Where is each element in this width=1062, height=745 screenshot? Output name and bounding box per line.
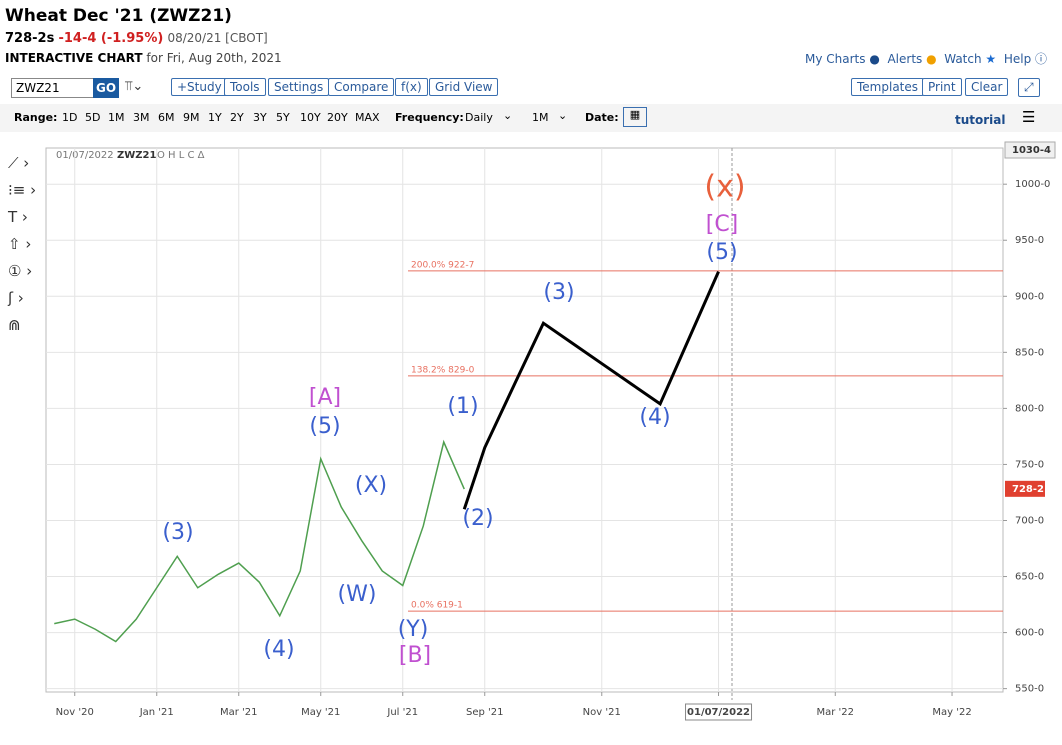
last-price-label: 728-2 bbox=[1012, 484, 1044, 495]
y-tick-label: 1000-0 bbox=[1015, 179, 1050, 190]
wave-label: (Y) bbox=[398, 617, 429, 642]
toolbar-button[interactable]: Tools bbox=[224, 78, 266, 96]
range-option[interactable]: 10Y bbox=[300, 111, 321, 124]
toolbar-button[interactable]: Settings bbox=[268, 78, 330, 96]
last-price: 728-2s bbox=[5, 31, 55, 46]
fib-label: 200.0% 922-7 bbox=[411, 260, 474, 270]
range-option[interactable]: 9M bbox=[183, 111, 200, 124]
toolbar-button[interactable]: Templates bbox=[851, 78, 925, 96]
y-tick-label: 800-0 bbox=[1015, 403, 1044, 414]
legend-date: 01/07/2022 bbox=[56, 150, 114, 161]
wave-label: (x) bbox=[704, 170, 745, 205]
wave-label: (4) bbox=[639, 405, 670, 430]
last-price-marker bbox=[1005, 480, 1045, 497]
x-tick-label: Sep '21 bbox=[466, 707, 504, 718]
y-tick-label: 850-0 bbox=[1015, 347, 1044, 358]
go-button[interactable]: GO bbox=[93, 78, 119, 98]
toolbar-button[interactable]: Clear bbox=[965, 78, 1009, 96]
wave-label: (3) bbox=[543, 280, 574, 305]
x-tick-label: Jul '21 bbox=[386, 707, 418, 718]
range-option[interactable]: 3Y bbox=[253, 111, 267, 124]
range-bar bbox=[0, 104, 1062, 132]
y-tick-label: 950-0 bbox=[1015, 235, 1044, 246]
x-tick-label: 01/07/2022 bbox=[687, 707, 750, 718]
toolbar-button[interactable]: f(x) bbox=[395, 78, 428, 96]
link[interactable]: Watch bbox=[944, 52, 982, 66]
wave-label: (1) bbox=[447, 394, 478, 419]
y-tick-label: 750-0 bbox=[1015, 459, 1044, 470]
legend-symbol: ZWZ21 bbox=[117, 150, 156, 161]
projection-line bbox=[462, 271, 720, 510]
legend-fields: O H L C Δ bbox=[157, 150, 205, 161]
change: -14-4 (-1.95%) bbox=[58, 31, 164, 46]
bar-type-icon[interactable]: ⫪⌄ bbox=[125, 79, 144, 94]
tutorial[interactable]: tutorial bbox=[955, 113, 1006, 127]
link[interactable]: My Charts bbox=[805, 52, 866, 66]
toolbar-button[interactable]: Compare bbox=[328, 78, 395, 96]
toolbar-button[interactable]: Print bbox=[922, 78, 962, 96]
toolbar-button[interactable]: +Study bbox=[171, 78, 228, 96]
fib-label: 138.2% 829-0 bbox=[411, 365, 475, 375]
wave-label: (5) bbox=[309, 414, 340, 439]
x-tick-label: Nov '20 bbox=[56, 707, 94, 718]
range-option[interactable]: 1Y bbox=[208, 111, 222, 124]
date-label: Date: bbox=[585, 111, 619, 124]
menu[interactable]: ☰ bbox=[1022, 108, 1036, 126]
range-option[interactable]: MAX bbox=[355, 111, 380, 124]
interval[interactable]: 1M bbox=[532, 111, 549, 124]
fib-label: 0.0% 619-1 bbox=[411, 601, 463, 611]
x-tick-label: Mar '22 bbox=[817, 707, 855, 718]
range-option[interactable]: 3M bbox=[133, 111, 150, 124]
title: Wheat Dec '21 (ZWZ21) bbox=[5, 6, 232, 26]
y-tick-label: 700-0 bbox=[1015, 515, 1044, 526]
top-price-label: 1030-4 bbox=[1012, 145, 1051, 156]
price-line bbox=[54, 439, 465, 643]
link[interactable]: Help bbox=[1003, 52, 1032, 66]
quote-date: 08/20/21 [CBOT] bbox=[167, 31, 268, 45]
wave-label: (2) bbox=[462, 506, 493, 531]
wave-label: [C] bbox=[706, 212, 739, 237]
drawing-tools: ⟋ › ⁝≡ › T › ⇧ › ① › ʃ › ⋒ bbox=[8, 154, 37, 334]
wave-label: (X) bbox=[355, 473, 387, 498]
chart-for: INTERACTIVE CHART for Fri, Aug 20th, 202… bbox=[5, 51, 282, 65]
frequency[interactable]: Daily bbox=[465, 111, 493, 124]
wave-label: (W) bbox=[338, 582, 377, 607]
wave-label: [A] bbox=[309, 385, 341, 410]
range-option[interactable]: 20Y bbox=[327, 111, 348, 124]
range-option[interactable]: 5D bbox=[85, 111, 101, 124]
wave-label: (3) bbox=[162, 520, 193, 545]
quote-line: 728-2s -14-4 (-1.95%) 08/20/21 [CBOT] bbox=[5, 31, 268, 46]
y-tick-label: 550-0 bbox=[1015, 684, 1044, 695]
wave-label: [B] bbox=[399, 643, 431, 668]
x-tick-label: Nov '21 bbox=[583, 707, 621, 718]
range-label: Range: bbox=[14, 111, 58, 124]
wave-label: (4) bbox=[263, 637, 294, 662]
chart-date: for Fri, Aug 20th, 2021 bbox=[146, 51, 282, 65]
toolbar-button[interactable]: Grid View bbox=[429, 78, 499, 96]
y-tick-label: 600-0 bbox=[1015, 628, 1044, 639]
link[interactable]: Alerts bbox=[887, 52, 923, 66]
x-tick-label: Mar '21 bbox=[220, 707, 258, 718]
date-picker[interactable]: ▦ bbox=[623, 107, 647, 127]
x-tick-label: Jan '21 bbox=[139, 707, 174, 718]
top-price-marker bbox=[1004, 141, 1056, 159]
range-option[interactable]: 1M bbox=[108, 111, 125, 124]
range-option[interactable]: 6M bbox=[158, 111, 175, 124]
wave-label: (5) bbox=[706, 240, 737, 265]
date-marker-box bbox=[685, 703, 753, 721]
plot-frame bbox=[45, 147, 1004, 693]
top-links: My Charts ● Alerts ● Watch ★ Help ⓘ bbox=[805, 52, 1048, 66]
frequency-label: Frequency: bbox=[395, 111, 464, 124]
expand-button[interactable]: ⤢ bbox=[1018, 78, 1040, 97]
range-option[interactable]: 2Y bbox=[230, 111, 244, 124]
chart-label: INTERACTIVE CHART bbox=[5, 51, 143, 65]
y-tick-label: 650-0 bbox=[1015, 572, 1044, 583]
range-option[interactable]: 5Y bbox=[276, 111, 290, 124]
x-tick-label: May '21 bbox=[301, 707, 340, 718]
x-tick-label: May '22 bbox=[932, 707, 971, 718]
y-tick-label: 900-0 bbox=[1015, 291, 1044, 302]
range-option[interactable]: 1D bbox=[62, 111, 78, 124]
